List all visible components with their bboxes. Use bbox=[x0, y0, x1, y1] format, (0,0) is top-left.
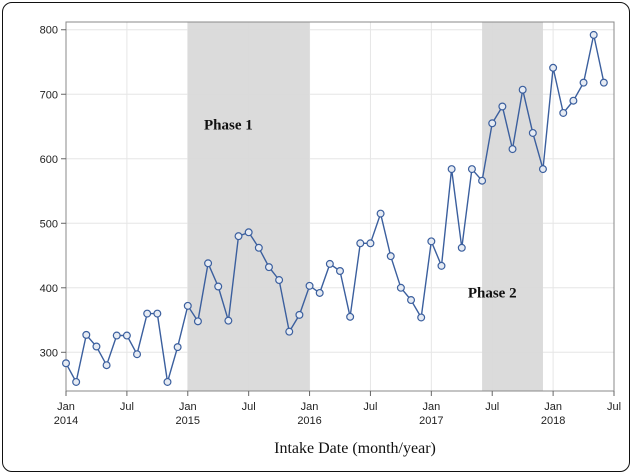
data-point bbox=[407, 296, 416, 305]
data-point bbox=[356, 239, 365, 248]
data-point bbox=[579, 78, 588, 87]
data-point bbox=[163, 377, 172, 386]
data-point bbox=[61, 359, 70, 368]
data-point bbox=[183, 301, 192, 310]
data-point bbox=[224, 316, 233, 325]
data-point bbox=[153, 309, 162, 318]
x-tick-label: Jan bbox=[179, 401, 197, 413]
data-point bbox=[92, 342, 101, 351]
data-point bbox=[193, 317, 202, 326]
data-point bbox=[173, 343, 182, 352]
phase-label: Phase 2 bbox=[468, 285, 517, 301]
data-point bbox=[366, 239, 375, 248]
data-point bbox=[315, 288, 324, 297]
axis-layer: 300 400 500 600 700 800 Jan 2014 Jul Jan 2015 Jul Ja… bbox=[40, 25, 621, 427]
x-tick-label: Jan bbox=[301, 401, 319, 413]
data-point bbox=[447, 165, 456, 174]
x-tick-label: Jul bbox=[242, 401, 256, 413]
data-point bbox=[295, 310, 304, 319]
y-tick-label: 600 bbox=[40, 154, 58, 166]
data-point bbox=[244, 228, 253, 237]
data-point bbox=[549, 63, 558, 72]
data-point bbox=[538, 165, 547, 174]
x-tick-label: Jul bbox=[120, 401, 134, 413]
plot-border bbox=[65, 21, 615, 392]
data-point bbox=[82, 330, 91, 339]
data-point bbox=[518, 85, 527, 94]
data-point bbox=[325, 259, 334, 268]
data-point bbox=[336, 267, 345, 276]
y-tick-label: 400 bbox=[40, 283, 58, 295]
phase-band bbox=[482, 22, 543, 391]
y-tick-label: 800 bbox=[40, 25, 58, 37]
data-point bbox=[234, 232, 243, 241]
data-point bbox=[478, 176, 487, 185]
data-point bbox=[133, 350, 142, 359]
phase-band bbox=[187, 22, 310, 391]
data-point bbox=[346, 312, 355, 321]
x-tick-label: Jan bbox=[422, 401, 440, 413]
data-point bbox=[437, 261, 446, 270]
data-point bbox=[122, 331, 131, 340]
data-point bbox=[589, 30, 598, 39]
data-point bbox=[214, 282, 223, 291]
x-tick-year-label: 2017 bbox=[419, 415, 443, 427]
data-point bbox=[285, 327, 294, 336]
data-point bbox=[528, 128, 537, 137]
data-point bbox=[275, 276, 284, 285]
phase-label: Phase 1 bbox=[204, 118, 253, 134]
x-tick-year-label: 2018 bbox=[541, 415, 565, 427]
x-tick-label: Jul bbox=[607, 401, 621, 413]
data-point bbox=[559, 108, 568, 117]
y-tick-label: 700 bbox=[40, 89, 58, 101]
x-tick-label: Jul bbox=[485, 401, 499, 413]
data-point bbox=[305, 281, 314, 290]
data-point bbox=[457, 243, 466, 252]
y-tick-label: 300 bbox=[40, 347, 58, 359]
data-point bbox=[204, 259, 213, 268]
data-point bbox=[498, 102, 507, 111]
x-tick-year-label: 2016 bbox=[297, 415, 321, 427]
line-chart: Phase 1 Phase 2 300 400 500 600 700 800 Jan 2014… bbox=[40, 21, 621, 457]
x-tick-label: Jul bbox=[363, 401, 377, 413]
data-point bbox=[143, 309, 152, 318]
data-point bbox=[264, 263, 273, 272]
data-point bbox=[386, 252, 395, 261]
data-point bbox=[488, 119, 497, 128]
x-tick-year-label: 2014 bbox=[54, 415, 78, 427]
x-tick-label: Jan bbox=[57, 401, 75, 413]
data-point bbox=[112, 331, 121, 340]
data-point bbox=[376, 209, 385, 218]
data-point bbox=[569, 96, 578, 105]
data-point bbox=[396, 283, 405, 292]
x-axis-title: Intake Date (month/year) bbox=[274, 440, 436, 457]
data-point bbox=[254, 243, 263, 252]
data-point bbox=[467, 165, 476, 174]
series-layer bbox=[61, 30, 608, 386]
data-point bbox=[427, 237, 436, 246]
data-point bbox=[508, 145, 517, 154]
x-tick-year-label: 2015 bbox=[176, 415, 200, 427]
data-point bbox=[417, 313, 426, 322]
x-tick-label: Jan bbox=[544, 401, 562, 413]
y-tick-label: 500 bbox=[40, 218, 58, 230]
data-point bbox=[599, 78, 608, 87]
data-point bbox=[102, 361, 111, 370]
data-point bbox=[72, 377, 81, 386]
phase-bands: Phase 1 Phase 2 bbox=[187, 22, 543, 391]
